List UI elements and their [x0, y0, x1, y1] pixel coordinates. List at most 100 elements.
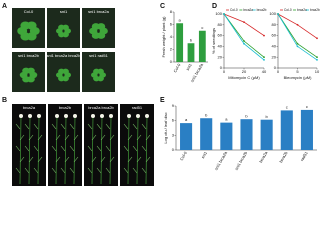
photo-label: sni1 rad51 [89, 53, 108, 58]
bar [220, 122, 233, 150]
leaf [97, 23, 106, 30]
leaf [26, 21, 37, 30]
point [243, 42, 245, 45]
silique [15, 123, 21, 130]
point [277, 13, 279, 15]
flower [73, 114, 77, 118]
bar [300, 109, 313, 150]
y-tick-label: 20 [272, 54, 277, 59]
bar-letter: c [286, 104, 288, 109]
photo-label: Col-0 [24, 9, 34, 14]
silique [60, 123, 66, 130]
stem [109, 115, 112, 185]
silique [96, 167, 102, 174]
point [263, 59, 265, 61]
point [296, 23, 299, 26]
x-tick-label: sni1 [185, 62, 193, 72]
silique [109, 156, 115, 163]
flower [100, 114, 104, 118]
silique [141, 123, 147, 130]
stem [145, 115, 148, 185]
silique [51, 145, 57, 152]
silique [96, 123, 102, 130]
point [223, 13, 225, 15]
point [243, 40, 245, 42]
legend-label: Col-0 [230, 8, 238, 12]
stem [91, 115, 94, 185]
y-tick-label: 9 [172, 103, 175, 108]
panel-label: C [160, 3, 165, 10]
silique [127, 156, 133, 163]
y-tick-label: 0 [274, 65, 277, 70]
point [296, 45, 299, 48]
silique [28, 156, 34, 163]
silique [141, 145, 147, 152]
point [296, 42, 299, 45]
y-tick-label: 3 [172, 132, 175, 137]
silique [96, 145, 102, 152]
silique [37, 156, 43, 163]
silique [132, 145, 138, 152]
silique [141, 167, 147, 174]
silique [51, 123, 57, 130]
silique [69, 167, 75, 174]
silique [55, 156, 61, 163]
silique [100, 134, 106, 141]
leaf [27, 67, 35, 74]
bar-letter: a [225, 117, 228, 122]
flower [28, 114, 32, 118]
silique [91, 156, 97, 163]
x-tick-label: Col-0 [172, 62, 181, 73]
stem [64, 115, 67, 185]
flower [127, 114, 131, 118]
silique [24, 145, 30, 152]
bar [260, 119, 273, 150]
panel-label: B [2, 97, 7, 104]
photo-label: rad51 [132, 105, 143, 110]
stem [100, 115, 103, 185]
silique [91, 134, 97, 141]
bar [200, 118, 213, 150]
silique [64, 156, 70, 163]
bar-letter: c [306, 104, 308, 109]
silique [33, 167, 39, 174]
bar-letter: b [245, 113, 248, 118]
stem [55, 115, 58, 185]
silique [132, 167, 138, 174]
x-tick-label: brca2b [278, 150, 289, 164]
silique [33, 123, 39, 130]
bar-letter: b [205, 112, 208, 117]
x-tick-label: 10 [315, 69, 320, 74]
flower [136, 114, 140, 118]
bar-letter: b [266, 114, 269, 119]
y-tick-label: 2 [170, 47, 173, 52]
x-tick-label: 20 [242, 69, 247, 74]
y-tick-label: 4 [170, 34, 173, 39]
stem [73, 115, 76, 185]
legend-label: brca2b [257, 8, 267, 12]
silique [51, 167, 57, 174]
y-tick-label: 100 [215, 11, 222, 16]
bar-letter: c [201, 25, 203, 30]
silique [37, 134, 43, 141]
silique [105, 145, 111, 152]
point [263, 56, 265, 59]
y-tick-label: 60 [218, 33, 223, 38]
stem [28, 115, 31, 185]
y-tick-label: 6 [170, 22, 173, 27]
bar [280, 110, 293, 150]
photo-label: sni1 brca2a brca2b [46, 53, 81, 58]
silique [123, 167, 129, 174]
point [243, 21, 245, 23]
silique [123, 123, 129, 130]
photo-label: sni1 brca2a [88, 9, 109, 14]
bar [187, 43, 195, 62]
stem [136, 115, 139, 185]
panel-label: D [212, 3, 217, 10]
y-tick-label: 80 [272, 22, 277, 27]
silique [105, 167, 111, 174]
point [263, 34, 265, 37]
y-tick-label: 80 [218, 22, 223, 27]
legend-label: brca2a [297, 8, 307, 12]
point [316, 37, 318, 40]
